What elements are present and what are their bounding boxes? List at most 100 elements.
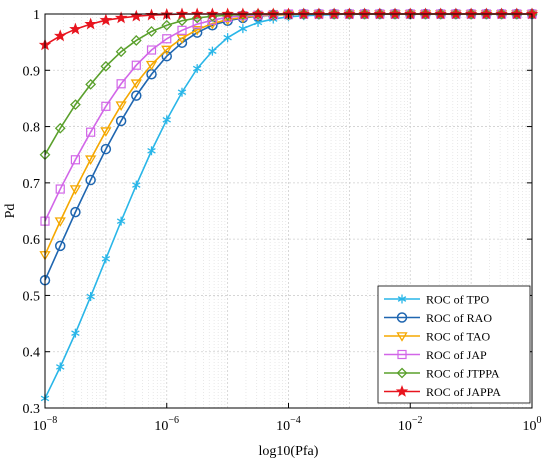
data-point: [177, 25, 187, 35]
data-point: [162, 115, 171, 125]
x-tick-base: 10: [523, 419, 537, 434]
legend-swatch-marker: [396, 312, 408, 323]
asterisk-stroke: [192, 65, 202, 72]
legend-label: ROC of JAP: [426, 348, 487, 362]
data-point: [130, 79, 142, 90]
data-point: [221, 7, 234, 20]
asterisk-stroke: [147, 147, 156, 154]
data-point: [131, 90, 142, 101]
data-point: [69, 99, 81, 111]
legend-item: ROC of RAO: [384, 311, 492, 325]
asterisk-stroke: [116, 218, 126, 224]
asterisk-stroke: [162, 117, 171, 123]
x-tick-base: 10: [33, 419, 47, 434]
legend-box: [377, 285, 531, 404]
data-point: [101, 254, 111, 264]
data-point: [54, 240, 66, 252]
legend-item: ROC of TPO: [384, 293, 489, 307]
legend-label: ROC of TPO: [426, 293, 489, 307]
legend-item: ROC of JAP: [384, 348, 487, 362]
legend-swatch-marker: [397, 349, 407, 360]
asterisk-stroke: [86, 293, 95, 300]
data-point: [236, 7, 250, 20]
data-point: [54, 217, 66, 227]
asterisk-stroke: [238, 25, 248, 32]
asterisk-stroke: [56, 364, 65, 370]
data-point: [131, 60, 141, 70]
y-tick-label: 0.4: [23, 346, 41, 361]
data-point: [145, 60, 158, 71]
data-point: [115, 115, 127, 127]
y-tick-label: 0.5: [23, 289, 41, 304]
data-point: [267, 7, 280, 20]
x-tick-exponent: −8: [47, 415, 58, 426]
data-point: [162, 34, 172, 44]
data-point: [480, 7, 493, 20]
data-point: [69, 22, 82, 35]
data-point: [115, 46, 127, 58]
x-axis-label: log10(Pfa): [259, 444, 319, 459]
y-axis-label: Pd: [3, 204, 18, 219]
data-point: [85, 155, 97, 165]
asterisk-stroke: [208, 48, 217, 54]
data-point: [85, 78, 97, 90]
data-point: [327, 7, 341, 20]
legend-swatch-marker: [397, 294, 407, 304]
data-point: [114, 11, 128, 24]
legend-label: ROC of TAO: [426, 330, 490, 344]
asterisk-stroke: [71, 330, 80, 336]
data-point: [223, 33, 232, 43]
data-point: [192, 64, 202, 74]
legend-label: ROC of JTPPA: [426, 367, 500, 381]
asterisk-stroke: [101, 256, 111, 262]
data-point: [358, 7, 371, 20]
data-point: [70, 206, 81, 218]
data-point: [161, 19, 173, 31]
data-point: [116, 216, 126, 226]
legend-item: ROC of TAO: [384, 330, 490, 344]
x-tick-base: 10: [276, 419, 290, 434]
data-point: [449, 7, 463, 20]
y-tick-label: 0.9: [23, 64, 41, 79]
data-point: [510, 7, 524, 20]
data-point: [373, 7, 387, 20]
y-tick-label: 0.3: [23, 402, 41, 417]
asterisk-stroke: [397, 296, 407, 302]
legend-item: ROC of JTPPA: [384, 367, 500, 381]
data-point: [161, 45, 173, 56]
data-point: [100, 143, 112, 155]
data-point: [388, 7, 402, 20]
data-point: [191, 25, 203, 36]
legend-item: ROC of JAPPA: [384, 384, 501, 399]
data-point: [132, 180, 141, 190]
data-point: [147, 146, 156, 156]
data-point: [146, 45, 157, 55]
asterisk-stroke: [253, 19, 263, 26]
data-point: [100, 60, 112, 72]
data-point: [130, 35, 142, 46]
data-point: [238, 24, 248, 34]
data-point: [176, 15, 188, 27]
x-tick-label: 10−4: [276, 415, 301, 434]
data-point: [54, 122, 66, 134]
data-point: [85, 174, 96, 186]
legend: ROC of TPO ROC of RAO ROC of TAO ROC of JAP…: [377, 285, 531, 404]
data-point: [251, 7, 265, 20]
data-point: [100, 127, 112, 137]
data-point: [101, 101, 111, 111]
data-point: [312, 7, 326, 20]
y-tick-label: 0.6: [23, 233, 41, 248]
data-point: [56, 362, 65, 372]
x-tick-exponent: −6: [168, 415, 179, 426]
data-point: [297, 7, 310, 20]
asterisk-stroke: [132, 182, 141, 188]
y-tick-label: 1: [33, 8, 40, 23]
data-point: [206, 7, 219, 20]
data-point: [145, 8, 158, 21]
data-point: [146, 26, 157, 37]
data-point: [343, 7, 356, 20]
asterisk-stroke: [177, 89, 187, 96]
x-tick-exponent: −2: [412, 415, 423, 426]
